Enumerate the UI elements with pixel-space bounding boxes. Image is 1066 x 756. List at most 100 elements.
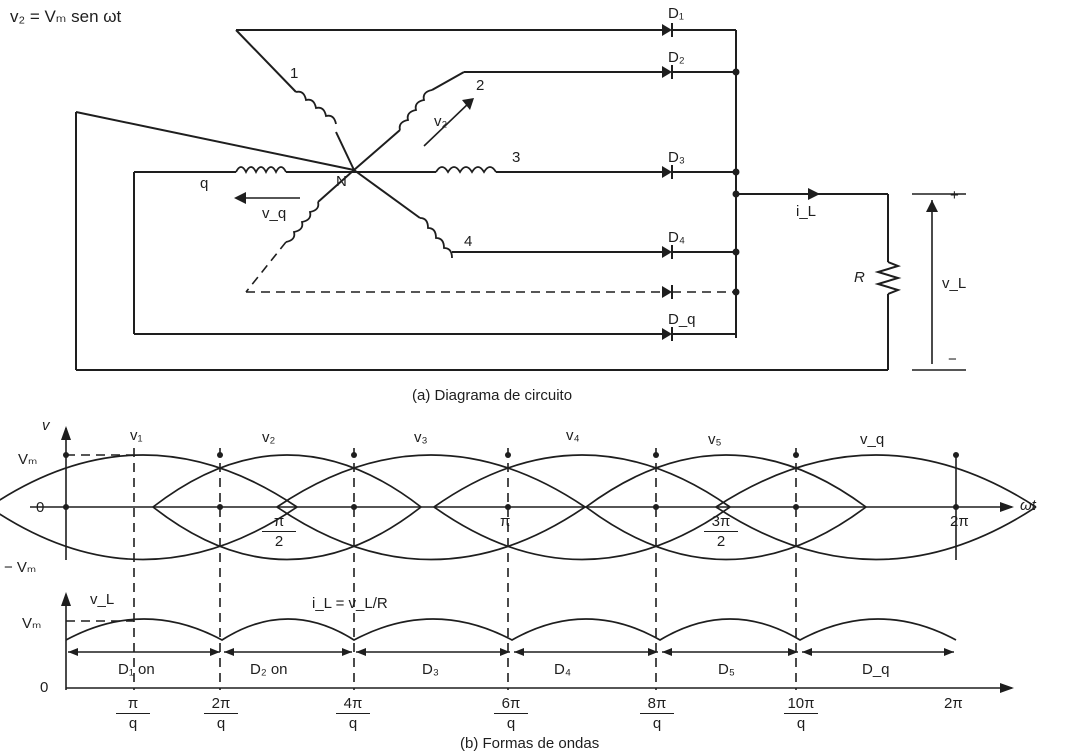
crest-intersection-dot bbox=[505, 452, 511, 458]
phase-crest-arc bbox=[152, 454, 422, 508]
zero-crossing-dot bbox=[653, 504, 659, 510]
zero-crossing-dot bbox=[217, 504, 223, 510]
current-relation: i_L = v_L/R bbox=[312, 595, 388, 612]
phase5-dashed-wire bbox=[245, 241, 287, 293]
crest-intersection-dot bbox=[217, 452, 223, 458]
minus-sign: − bbox=[948, 351, 957, 368]
diode-d2 bbox=[662, 65, 736, 79]
il-arrow-icon bbox=[808, 188, 820, 200]
conduction-arrow-right-icon bbox=[788, 648, 798, 656]
conduction-arrow-left-icon bbox=[224, 648, 234, 656]
d2-label: D₂ bbox=[668, 49, 685, 66]
zero-crossing-dot bbox=[505, 504, 511, 510]
diode-d1 bbox=[662, 23, 736, 37]
zero-crossing-dot bbox=[351, 504, 357, 510]
phase1-coil bbox=[295, 90, 337, 125]
wt-axis-arrow-icon bbox=[1000, 502, 1014, 512]
vl-vm-label: Vₘ bbox=[22, 615, 42, 632]
conduction-arrow-right-icon bbox=[500, 648, 510, 656]
phase-label-2: 2 bbox=[476, 77, 485, 94]
caption-b: (b) Formas de ondas bbox=[460, 735, 600, 752]
phase-trough-arc bbox=[715, 506, 1037, 561]
conduction-arrow-right-icon bbox=[944, 648, 954, 656]
junction-dot bbox=[732, 248, 740, 256]
v2-arrow-head bbox=[462, 98, 474, 110]
phase3-coil bbox=[435, 166, 497, 174]
boundary-dashed-lines bbox=[63, 448, 959, 690]
vl-envelope bbox=[65, 618, 957, 641]
phase-crest-arc bbox=[433, 454, 731, 508]
vl-axis-label: v_L bbox=[90, 591, 115, 608]
vq-arrow-head bbox=[234, 192, 246, 204]
phase-label-1: 1 bbox=[290, 65, 299, 82]
phase-trough-arc bbox=[0, 506, 298, 561]
vl-label: v_L bbox=[942, 275, 967, 292]
vm-label: Vₘ bbox=[18, 451, 38, 468]
vl-zero-label: 0 bbox=[40, 679, 49, 696]
tick-2pi-q: 2π q bbox=[204, 696, 238, 731]
conduction-d2: D₂ on bbox=[250, 661, 288, 678]
phase-trough-arc bbox=[152, 506, 422, 561]
zero-crossing-dot bbox=[63, 504, 69, 510]
conduction-arrow-left-icon bbox=[802, 648, 812, 656]
output-voltage-wave bbox=[65, 618, 957, 641]
phase5-wire-n bbox=[317, 169, 355, 203]
phase2-wire-n bbox=[353, 129, 401, 171]
v2-label: v₂ bbox=[434, 113, 448, 130]
conduction-arrow-right-icon bbox=[648, 648, 658, 656]
crest-intersection-dot bbox=[351, 452, 357, 458]
phase4-coil bbox=[419, 217, 453, 259]
conduction-d5: D₅ bbox=[718, 661, 735, 678]
wt-label: ωt bbox=[1020, 497, 1036, 514]
diode-d5 bbox=[662, 285, 736, 299]
junction-dot bbox=[732, 168, 740, 176]
il-label: i_L bbox=[796, 203, 817, 220]
phase-trough-arc bbox=[585, 506, 867, 561]
phase-label-q: q bbox=[200, 175, 209, 192]
diode-d4 bbox=[662, 245, 736, 259]
zero-crossing-dot bbox=[953, 504, 959, 510]
phase-trough-arc bbox=[276, 506, 586, 561]
junction-dot bbox=[732, 288, 740, 296]
phase-name-vq: v_q bbox=[860, 431, 885, 448]
conduction-arrow-right-icon bbox=[210, 648, 220, 656]
tick-6pi-q: 6π q bbox=[494, 696, 528, 731]
vl-arrow-head bbox=[926, 200, 938, 212]
plus-sign: + bbox=[950, 187, 959, 204]
zero-crossing-dot bbox=[793, 504, 799, 510]
load-resistor bbox=[874, 261, 902, 295]
waveform-plot bbox=[0, 426, 1037, 693]
supply-equation: v₂ = Vₘ sen ωt bbox=[10, 7, 122, 26]
phase1-wire-n bbox=[335, 131, 355, 171]
tick-8pi-q: 8π q bbox=[640, 696, 674, 731]
phase-name-v1: v₁ bbox=[130, 427, 143, 444]
conduction-arrow-left-icon bbox=[514, 648, 524, 656]
phase-name-v2: v₂ bbox=[262, 429, 276, 446]
circuit-diagram bbox=[75, 23, 966, 371]
v-axis-label: v bbox=[42, 417, 50, 434]
neg-vm-label: − Vₘ bbox=[4, 559, 37, 576]
neutral-return-wire bbox=[75, 111, 355, 171]
phase5-coil bbox=[285, 201, 320, 243]
junction-dot bbox=[732, 190, 740, 198]
wt-axis-lower-arrow-icon bbox=[1000, 683, 1014, 693]
phaseq-coil bbox=[235, 166, 287, 175]
phase-waveforms bbox=[0, 454, 1037, 561]
phase-trough-arc bbox=[433, 506, 731, 561]
phase-crest-arc bbox=[276, 454, 586, 508]
crest-intersection-dot bbox=[653, 452, 659, 458]
crest-intersection-dot bbox=[63, 452, 69, 458]
phase-name-v4: v₄ bbox=[566, 427, 580, 444]
crest-intersection-dot bbox=[953, 452, 959, 458]
tick-10pi-q: 10π q bbox=[784, 696, 818, 731]
conduction-arrow-left-icon bbox=[356, 648, 366, 656]
conduction-d1: D₁ on bbox=[118, 661, 155, 678]
phase4-wire-n bbox=[353, 169, 421, 219]
v2-arrow-line bbox=[423, 101, 471, 147]
tick-2pi: 2π bbox=[944, 695, 963, 712]
crest-intersection-dot bbox=[793, 452, 799, 458]
